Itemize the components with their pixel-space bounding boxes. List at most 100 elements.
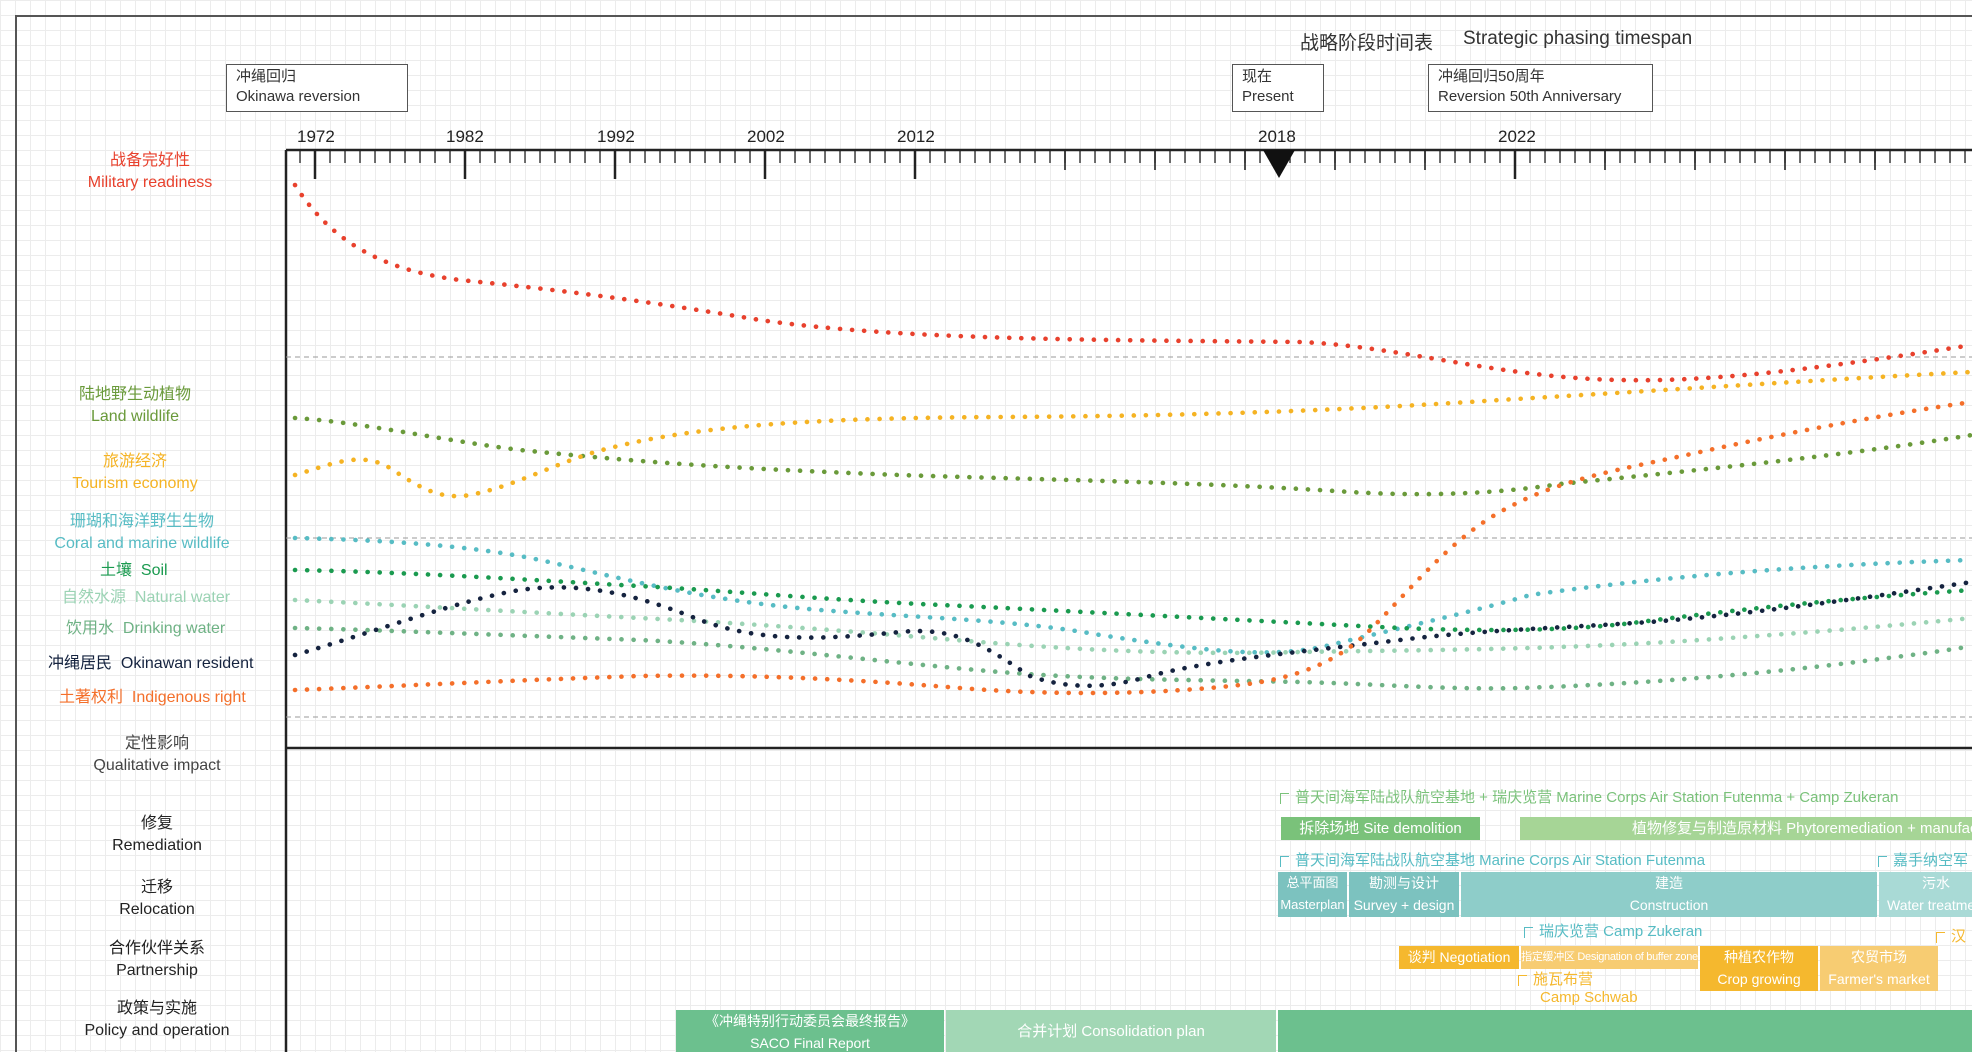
corner-arrow-icon (1936, 932, 1945, 943)
phase-market-zh: 农贸市场 (1851, 949, 1907, 965)
phase-masterplan-en: Masterplan (1280, 897, 1345, 912)
row-remediation-en: Remediation (112, 837, 202, 854)
phase-survey-zh: 勘测与设计 (1369, 875, 1439, 891)
anno-schwab-zh: 施瓦布营 (1533, 971, 1594, 988)
row-relocation-zh: 迁移 (140, 879, 173, 896)
year-label-2022: 2022 (1498, 127, 1536, 146)
anno-zukeran-text: 瑞庆览营 Camp Zukeran (1539, 923, 1703, 940)
label-coral: 珊瑚和海洋野生生物 Coral and marine wildlife (22, 511, 262, 555)
phase-construction-zh: 建造 (1655, 875, 1683, 891)
label-qualitative: 定性影响 Qualitative impact (57, 733, 257, 777)
label-drinkwater: 饮用水 Drinking water (66, 614, 225, 638)
phase-crop-growing: 种植农作物 Crop growing (1700, 946, 1818, 991)
callout-present: 现在 Present (1232, 64, 1324, 112)
curve-military (292, 182, 1972, 383)
label-qualitative-en: Qualitative impact (93, 757, 221, 774)
anno-han: 汉 (1936, 925, 1966, 946)
curve-resident (292, 579, 1972, 689)
anno-futenma-zukeran: 普天间海军陆战队航空基地 + 瑞庆览营 Marine Corps Air Sta… (1280, 786, 1899, 807)
phase-phytoremediation: 植物修复与制造原材料 Phytoremediation + manufactur… (1520, 817, 1972, 840)
corner-arrow-icon (1524, 927, 1533, 938)
callout-present-zh: 现在 (1242, 68, 1273, 85)
label-coral-en: Coral and marine wildlife (54, 535, 230, 552)
year-label-1982: 1982 (446, 127, 484, 146)
curve-indigenous (292, 399, 1972, 696)
anno-zukeran: 瑞庆览营 Camp Zukeran (1524, 920, 1702, 941)
label-tourism: 旅游经济 Tourism economy (30, 451, 240, 495)
phase-water-zh: 污水 (1922, 875, 1950, 891)
curve-wildlife (292, 415, 1972, 497)
phase-construction: 建造 Construction (1461, 872, 1877, 917)
label-tourism-zh: 旅游经济 (102, 453, 167, 470)
label-natwater: 自然水源 Natural water (62, 583, 230, 607)
phase-negotiation: 谈判 Negotiation (1399, 946, 1519, 969)
callout-anniversary-zh: 冲绳回归50周年 (1438, 68, 1545, 85)
phase-water-en: Water treatment (1887, 897, 1972, 913)
label-military-en: Military readiness (87, 174, 213, 191)
callout-reversion-zh: 冲绳回归 (236, 68, 297, 85)
anno-kadena: 嘉手纳空军 (1878, 849, 1968, 870)
label-wildlife-zh: 陆地野生动植物 (78, 386, 191, 403)
phase-farmers-market: 农贸市场 Farmer's market (1820, 946, 1938, 991)
curve-tourism (292, 369, 1972, 499)
label-natwater-en: Natural water (134, 589, 231, 606)
anno-futenma-text: 普天间海军陆战队航空基地 Marine Corps Air Station Fu… (1295, 852, 1706, 869)
anno-futenma-zukeran-text: 普天间海军陆战队航空基地 + 瑞庆览营 Marine Corps Air Sta… (1295, 789, 1899, 806)
label-natwater-zh: 自然水源 (62, 589, 127, 606)
label-resident: 冲绳居民 Okinawan resident (48, 649, 253, 673)
row-policy: 政策与实施 Policy and operation (57, 998, 257, 1042)
year-label-2018: 2018 (1258, 127, 1296, 146)
year-label-1972: 1972 (297, 127, 335, 146)
phase-buffer-zone: 指定缓冲区 Designation of buffer zone (1521, 946, 1698, 969)
row-relocation: 迁移 Relocation (57, 877, 257, 921)
row-relocation-en: Relocation (119, 901, 195, 918)
corner-arrow-icon (1280, 856, 1289, 867)
row-remediation: 修复 Remediation (57, 813, 257, 857)
label-tourism-en: Tourism economy (72, 475, 198, 492)
row-partnership: 合作伙伴关系 Partnership (57, 938, 257, 982)
title-en: Strategic phasing timespan (1463, 28, 1693, 49)
label-military: 战备完好性 Military readiness (40, 150, 260, 194)
label-indigenous: 土著权利 Indigenous right (59, 683, 246, 707)
callout-reversion-en: Okinawa reversion (236, 88, 361, 105)
curve-coral (292, 535, 1972, 655)
phase-site-demolition: 拆除场地 Site demolition (1281, 817, 1480, 840)
label-wildlife: 陆地野生动植物 Land wildlife (30, 384, 240, 428)
phase-survey-design: 勘测与设计 Survey + design (1349, 872, 1459, 917)
phase-crop-en: Crop growing (1717, 971, 1801, 987)
corner-arrow-icon (1518, 975, 1527, 986)
corner-arrow-icon (1878, 856, 1887, 867)
anno-kadena-text: 嘉手纳空军 (1893, 852, 1969, 869)
row-partnership-en: Partnership (116, 962, 198, 979)
row-remediation-zh: 修复 (140, 815, 173, 832)
anno-han-text: 汉 (1951, 928, 1967, 945)
phase-masterplan: 总平面图 Masterplan (1278, 872, 1347, 917)
phase-consolidation: 合并计划 Consolidation plan (946, 1010, 1276, 1052)
label-drinkwater-zh: 饮用水 (66, 620, 115, 637)
callout-anniversary: 冲绳回归50周年 Reversion 50th Anniversary (1428, 64, 1653, 112)
phase-survey-en: Survey + design (1353, 897, 1455, 913)
label-wildlife-en: Land wildlife (90, 408, 180, 425)
year-label-1992: 1992 (597, 127, 635, 146)
row-policy-zh: 政策与实施 (116, 1000, 197, 1017)
label-soil-zh: 土壤 (100, 562, 133, 579)
phase-saco-en: SACO Final Report (750, 1035, 870, 1051)
phase-water-treatment: 污水 Water treatment (1879, 872, 1972, 917)
label-coral-zh: 珊瑚和海洋野生生物 (69, 513, 214, 530)
curve-soil (292, 567, 1972, 633)
year-label-2012: 2012 (897, 127, 935, 146)
curve-natwater (292, 597, 1972, 656)
label-drinkwater-en: Drinking water (122, 620, 226, 637)
anno-futenma: 普天间海军陆战队航空基地 Marine Corps Air Station Fu… (1280, 849, 1705, 870)
label-soil: 土壤 Soil (100, 556, 168, 580)
phase-construction-en: Construction (1629, 897, 1709, 913)
curve-drinkwater (292, 625, 1972, 691)
phase-market-en: Farmer's market (1828, 971, 1930, 987)
label-military-zh: 战备完好性 (109, 152, 190, 169)
indicator-curves (292, 182, 1972, 696)
phase-saco-zh: 《冲绳特别行动委员会最终报告》 (705, 1013, 915, 1029)
callout-anniversary-en: Reversion 50th Anniversary (1438, 88, 1622, 105)
title-zh: 战略阶段时间表 (1300, 33, 1434, 54)
